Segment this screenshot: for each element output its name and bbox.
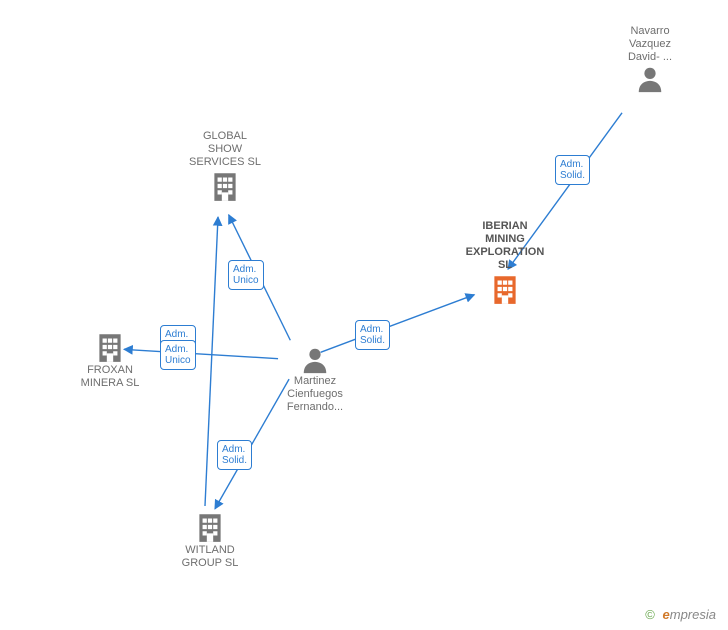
node-label: Martinez Cienfuegos Fernando... (270, 375, 360, 414)
node-martinez[interactable]: Martinez Cienfuegos Fernando... (270, 345, 360, 414)
edge-label: Adm. Unico (160, 340, 196, 370)
building-icon (460, 272, 550, 306)
edge-label: Adm. Unico (228, 260, 264, 290)
building-icon (65, 330, 155, 364)
node-iberian[interactable]: IBERIAN MINING EXPLORATION SL (460, 220, 550, 306)
copyright-symbol: © (645, 607, 655, 622)
edge-label: Adm. Solid. (555, 155, 590, 185)
person-icon (605, 64, 695, 94)
node-global_show[interactable]: GLOBAL SHOW SERVICES SL (180, 130, 270, 203)
edge-line (321, 295, 475, 353)
edge-label: Adm. Solid. (355, 320, 390, 350)
edges-layer (0, 0, 728, 630)
building-icon (180, 169, 270, 203)
node-label: IBERIAN MINING EXPLORATION SL (460, 220, 550, 272)
diagram-canvas: Navarro Vazquez David- ... GLOBAL SHOW S… (0, 0, 728, 630)
person-icon (270, 345, 360, 375)
watermark: © empresia (645, 607, 716, 622)
node-label: WITLAND GROUP SL (165, 544, 255, 570)
watermark-text: mpresia (670, 607, 716, 622)
node-label: FROXAN MINERA SL (65, 364, 155, 390)
node-label: Navarro Vazquez David- ... (605, 25, 695, 64)
node-froxan[interactable]: FROXAN MINERA SL (65, 330, 155, 390)
node-navarro[interactable]: Navarro Vazquez David- ... (605, 25, 695, 94)
node-witland[interactable]: WITLAND GROUP SL (165, 510, 255, 570)
node-label: GLOBAL SHOW SERVICES SL (180, 130, 270, 169)
building-icon (165, 510, 255, 544)
watermark-e: e (663, 607, 670, 622)
edge-label: Adm. Solid. (217, 440, 252, 470)
